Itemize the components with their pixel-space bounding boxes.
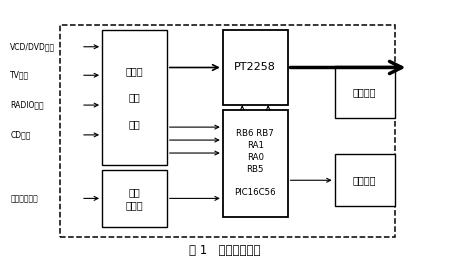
Text: RB6 RB7
RA1
RA0
RB5

PIC16C56: RB6 RB7 RA1 RA0 RB5 PIC16C56 bbox=[234, 129, 276, 197]
FancyBboxPatch shape bbox=[102, 170, 167, 227]
Text: 电源模块: 电源模块 bbox=[353, 87, 377, 97]
Text: 键盘模块: 键盘模块 bbox=[353, 175, 377, 185]
Text: 红外
接收器: 红外 接收器 bbox=[126, 187, 143, 210]
Text: TV通道: TV通道 bbox=[10, 71, 29, 80]
Text: PT2258: PT2258 bbox=[234, 63, 276, 73]
Text: RADIO通道: RADIO通道 bbox=[10, 101, 44, 110]
Text: 红外信号输入: 红外信号输入 bbox=[10, 194, 38, 203]
Text: CD通道: CD通道 bbox=[10, 130, 31, 139]
Text: VCD/DVD通道: VCD/DVD通道 bbox=[10, 42, 55, 51]
Text: 音频源

模拟

开关: 音频源 模拟 开关 bbox=[126, 66, 143, 129]
FancyBboxPatch shape bbox=[223, 110, 288, 217]
FancyBboxPatch shape bbox=[223, 30, 288, 105]
FancyBboxPatch shape bbox=[334, 66, 395, 118]
FancyBboxPatch shape bbox=[102, 30, 167, 165]
FancyBboxPatch shape bbox=[334, 154, 395, 206]
Text: 图 1   硬件电路框图: 图 1 硬件电路框图 bbox=[189, 244, 261, 257]
